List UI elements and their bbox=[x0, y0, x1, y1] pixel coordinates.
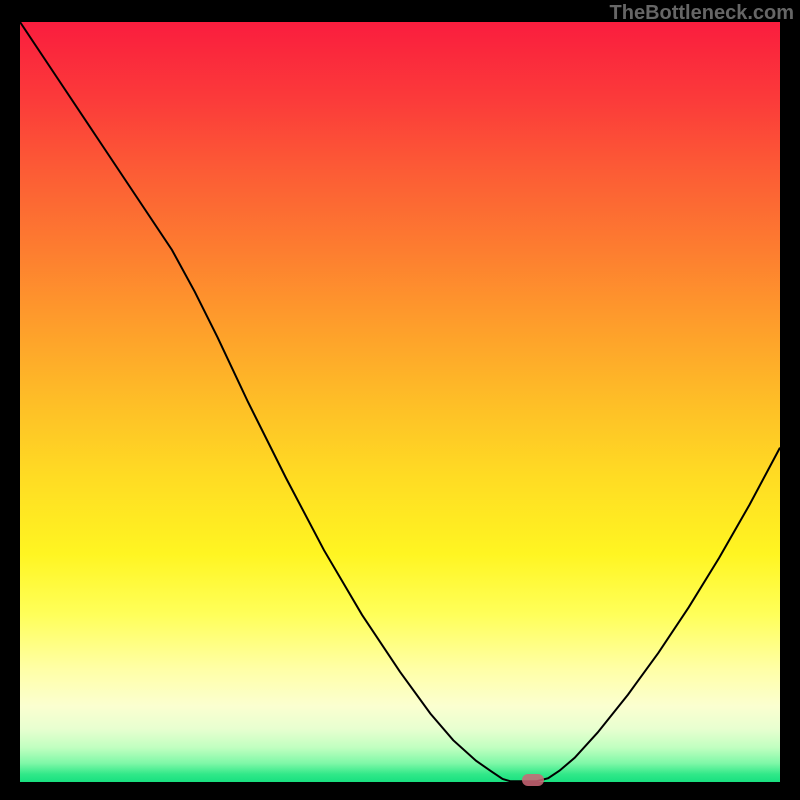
chart-container: TheBottleneck.com bbox=[0, 0, 800, 800]
plot-area bbox=[20, 22, 780, 782]
optimal-marker bbox=[522, 774, 544, 786]
bottleneck-curve bbox=[20, 22, 780, 782]
watermark-text: TheBottleneck.com bbox=[610, 2, 794, 25]
